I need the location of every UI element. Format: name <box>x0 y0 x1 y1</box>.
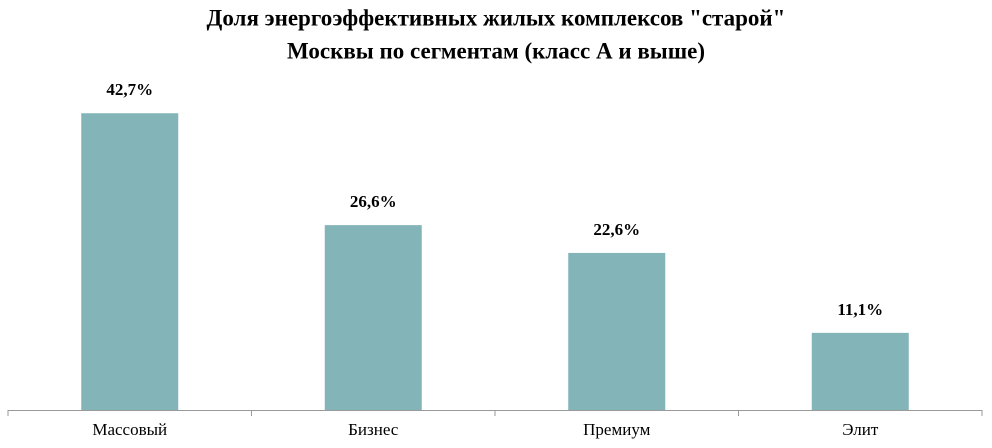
value-label: 42,7% <box>106 80 153 99</box>
value-label: 11,1% <box>837 300 883 319</box>
bar <box>811 332 909 410</box>
x-tick-label: Бизнес <box>348 420 399 439</box>
bar <box>81 113 179 411</box>
bar <box>568 252 666 410</box>
chart-title: Доля энергоэффективных жилых комплексов … <box>207 5 786 30</box>
x-tick-label: Массовый <box>92 420 167 439</box>
value-label: 22,6% <box>593 220 640 239</box>
x-tick-label: Премиум <box>583 420 650 439</box>
chart-title: Москвы по сегментам (класс А и выше) <box>287 38 705 63</box>
bar <box>324 225 422 410</box>
value-label: 26,6% <box>350 192 397 211</box>
x-tick-label: Элит <box>842 420 879 439</box>
